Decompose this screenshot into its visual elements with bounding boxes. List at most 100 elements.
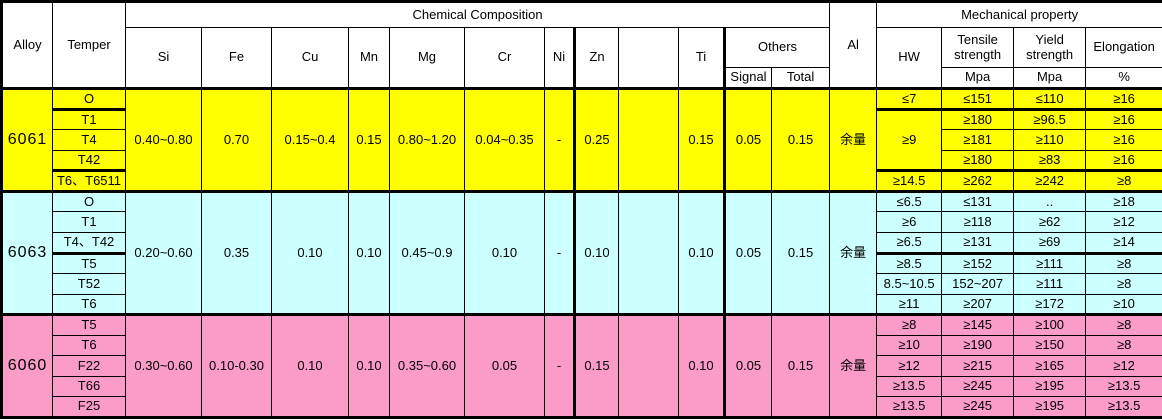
- table-row: T4、T42 ≥6.5 ≥131 ≥69 ≥14: [2, 231, 1162, 255]
- alloy-cell: 6060: [1, 313, 53, 418]
- chem-total-cell: 0.15: [770, 313, 831, 418]
- chem-cr-cell: 0.10: [464, 189, 545, 316]
- table-body: 6061 O 0.40~0.80 0.70 0.15~0.4 0.15 0.80~1.20 0…: [1, 87, 1162, 418]
- elongation-cell: ≥13.5: [1085, 375, 1162, 398]
- temper-cell: T4: [52, 129, 126, 151]
- yield-strength-cell: ≥150: [1013, 334, 1087, 357]
- header-temper: Temper: [52, 1, 126, 89]
- tensile-strength-cell: ≥262: [941, 170, 1015, 192]
- table-row: T6 ≥10 ≥190 ≥150 ≥8: [2, 334, 1162, 357]
- chem-mg-cell: 0.80~1.20: [389, 87, 465, 192]
- alloy-cell: 6061: [1, 87, 53, 192]
- hw-cell: ≥9: [876, 108, 943, 173]
- header-row-3: Signal Total Mpa Mpa %: [2, 67, 1162, 89]
- chem-mn-cell: 0.15: [348, 87, 390, 192]
- header-row-2: Si Fe Cu Mn Mg Cr Ni Zn Ti Others HW Ten…: [2, 27, 1162, 89]
- tensile-strength-cell: ≥207: [941, 293, 1015, 316]
- header-signal: Signal: [723, 67, 772, 89]
- header-elongation: Elongation: [1085, 27, 1162, 68]
- elongation-cell: ≥16: [1085, 87, 1162, 111]
- tensile-strength-cell: ≤131: [941, 189, 1015, 213]
- chem-mg-cell: 0.45~0.9: [389, 189, 465, 316]
- chem-ni-cell: -: [544, 189, 575, 316]
- header-alloy: Alloy: [1, 1, 53, 89]
- elongation-cell: ≥16: [1085, 129, 1162, 151]
- header-element-mg: Mg: [389, 27, 465, 89]
- chem-mn-cell: 0.10: [348, 313, 390, 418]
- table-row: F25 ≥13.5 ≥245 ≥195 ≥13.5: [2, 396, 1162, 418]
- chem-zn-cell: 0.25: [573, 87, 619, 192]
- temper-cell: O: [52, 87, 126, 111]
- table-row: 6060 T5 0.30~0.60 0.10-0.30 0.10 0.10 0.35~0.6…: [1, 313, 1162, 418]
- yield-strength-cell: ≥111: [1013, 252, 1087, 275]
- header-chemical-composition: Chemical Composition: [124, 1, 831, 28]
- hw-cell: ≤7: [876, 87, 943, 111]
- table-row: 6061 O 0.40~0.80 0.70 0.15~0.4 0.15 0.80~1.20 0…: [1, 87, 1162, 192]
- tensile-strength-cell: ≥180: [941, 108, 1015, 131]
- header-others: Others: [722, 27, 831, 68]
- chem-ti-cell: 0.10: [678, 189, 725, 316]
- elongation-cell: ≥16: [1085, 108, 1162, 131]
- temper-cell: F22: [52, 355, 126, 377]
- hw-cell: ≥8: [876, 313, 943, 336]
- chem-cu-cell: 0.15~0.4: [271, 87, 349, 192]
- chem-mg-cell: 0.35~0.60: [389, 313, 465, 418]
- table-row: F22 ≥12 ≥215 ≥165 ≥12: [2, 355, 1162, 377]
- header-total: Total: [770, 67, 831, 89]
- chem-si-cell: 0.40~0.80: [125, 87, 202, 192]
- tensile-strength-cell: ≥131: [941, 231, 1015, 255]
- hw-cell: ≥8.5: [876, 252, 943, 275]
- elongation-cell: ≥18: [1085, 189, 1162, 213]
- tensile-strength-cell: ≥245: [941, 396, 1015, 418]
- hw-cell: ≥12: [876, 355, 943, 377]
- chem-al-cell: 余量: [829, 189, 878, 316]
- hw-cell: ≥14.5: [876, 170, 943, 192]
- temper-cell: F25: [52, 396, 126, 418]
- yield-strength-cell: ≥62: [1013, 211, 1087, 233]
- chem-ti-cell: 0.10: [678, 313, 725, 418]
- hw-cell: ≥6: [876, 211, 943, 233]
- elongation-cell: ≥10: [1085, 293, 1162, 316]
- table-row: T6 ≥11 ≥207 ≥172 ≥10: [2, 293, 1162, 316]
- table-row: T6、T6511 ≥14.5 ≥262 ≥242 ≥8: [2, 170, 1162, 192]
- chem-cu-cell: 0.10: [271, 313, 349, 418]
- hw-cell: ≤6.5: [876, 189, 943, 213]
- hw-cell: ≥11: [876, 293, 943, 316]
- elongation-cell: ≥8: [1085, 313, 1162, 336]
- chem-mn-cell: 0.10: [348, 189, 390, 316]
- table-row: T4 ≥181 ≥110 ≥16: [2, 129, 1162, 151]
- temper-cell: T4、T42: [52, 231, 126, 255]
- elongation-cell: ≥8: [1085, 334, 1162, 357]
- hw-cell: ≥10: [876, 334, 943, 357]
- temper-cell: T5: [52, 252, 126, 275]
- tensile-strength-cell: ≤151: [941, 87, 1015, 111]
- header-mechanical-property: Mechanical property: [876, 1, 1162, 28]
- hw-cell: ≥13.5: [876, 396, 943, 418]
- chem-fe-cell: 0.10-0.30: [201, 313, 272, 418]
- temper-cell: T1: [52, 211, 126, 233]
- yield-strength-cell: ≥100: [1013, 313, 1087, 336]
- elongation-cell: ≥16: [1085, 149, 1162, 173]
- tensile-strength-cell: ≥145: [941, 313, 1015, 336]
- yield-strength-cell: ≥96.5: [1013, 108, 1087, 131]
- temper-cell: T1: [52, 108, 126, 131]
- temper-cell: T66: [52, 375, 126, 398]
- chem-cu-cell: 0.10: [271, 189, 349, 316]
- tensile-strength-cell: ≥180: [941, 149, 1015, 173]
- header-element-zn: Zn: [573, 27, 619, 89]
- elongation-cell: ≥8: [1085, 252, 1162, 275]
- tensile-strength-cell: ≥215: [941, 355, 1015, 377]
- header-row-1: Alloy Temper Chemical Composition Al Mec…: [1, 1, 1162, 89]
- hw-cell: ≥6.5: [876, 231, 943, 255]
- hw-cell: 8.5~10.5: [876, 273, 943, 295]
- chem-ti-cell: 0.15: [678, 87, 725, 192]
- temper-cell: T6: [52, 293, 126, 316]
- header-hw: HW: [876, 27, 943, 89]
- header-element-fe: Fe: [201, 27, 272, 89]
- header-al: Al: [829, 1, 878, 89]
- table-row: T52 8.5~10.5 152~207 ≥111 ≥8: [2, 273, 1162, 295]
- header-yield-unit: Mpa: [1013, 67, 1087, 89]
- chem-signal-cell: 0.05: [723, 189, 772, 316]
- tensile-strength-cell: 152~207: [941, 273, 1015, 295]
